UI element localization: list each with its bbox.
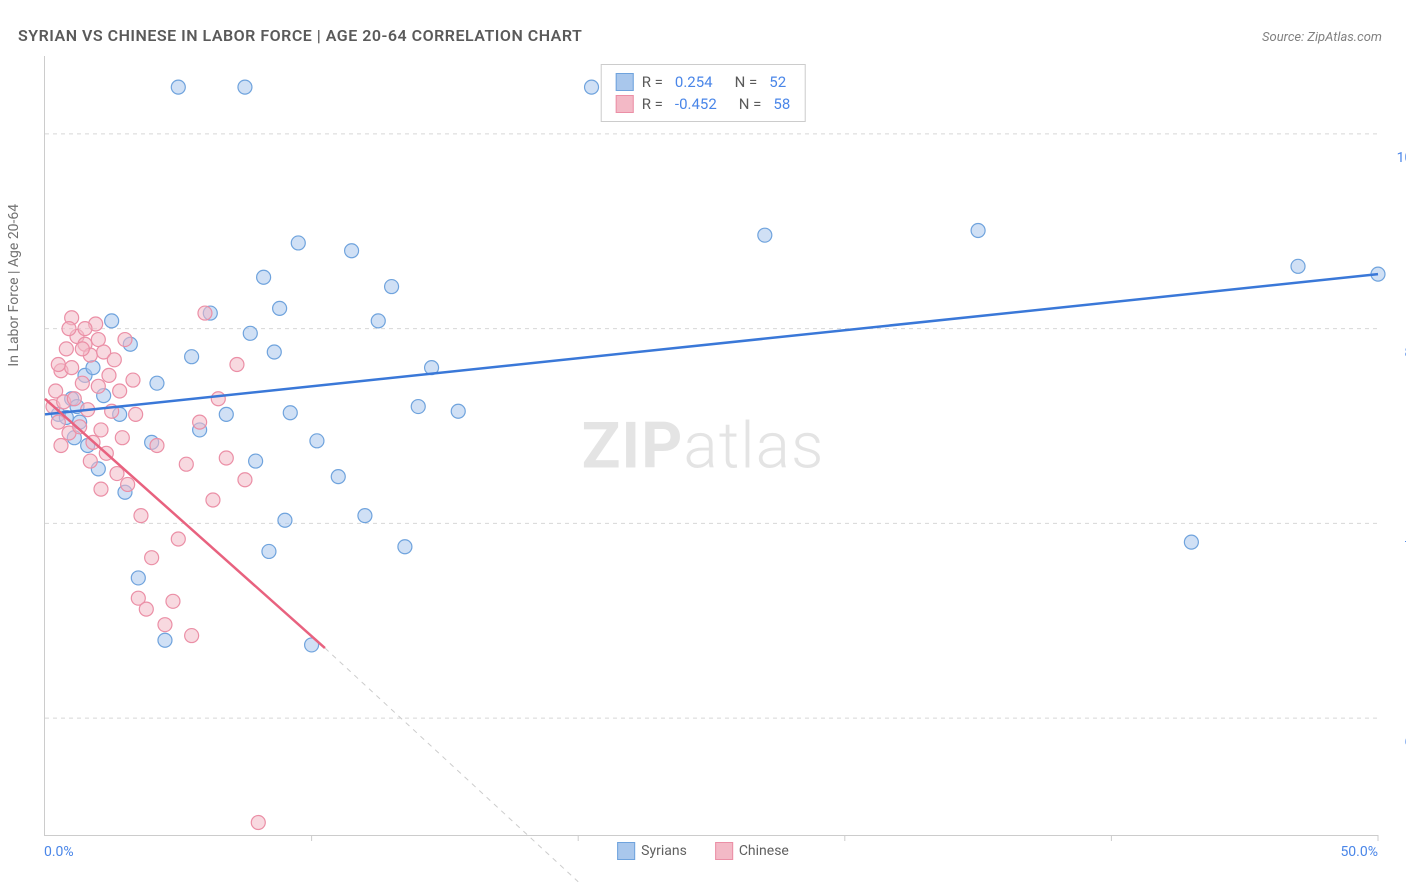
legend-stats-row: R = -0.452 N = 58 xyxy=(616,93,791,115)
source-label: Source: ZipAtlas.com xyxy=(1262,30,1382,45)
legend-item-label: Chinese xyxy=(739,843,789,859)
legend-stats-box: R = 0.254 N = 52 R = -0.452 N = 58 xyxy=(601,64,806,122)
stat-r-label: R = xyxy=(642,95,663,113)
swatch-icon xyxy=(617,842,635,860)
stat-r-value: -0.452 xyxy=(675,95,717,113)
stat-r-label: R = xyxy=(642,73,663,91)
legend-item-label: Syrians xyxy=(641,843,687,859)
stat-r-value: 0.254 xyxy=(675,73,713,91)
y-axis-tick-label: 100.0% xyxy=(1397,150,1406,166)
swatch-icon xyxy=(715,842,733,860)
chart-svg xyxy=(45,56,1378,835)
stat-n-value: 58 xyxy=(773,95,790,113)
stat-n-label: N = xyxy=(739,95,762,113)
x-axis-max-label: 50.0% xyxy=(1340,844,1378,860)
x-axis-min-label: 0.0% xyxy=(44,844,74,860)
legend-item: Chinese xyxy=(715,842,789,860)
y-axis-title: In Labor Force | Age 20-64 xyxy=(6,204,22,367)
stat-n-label: N = xyxy=(735,73,758,91)
swatch-icon xyxy=(616,95,634,113)
legend-item: Syrians xyxy=(617,842,687,860)
legend-stats-row: R = 0.254 N = 52 xyxy=(616,71,791,93)
legend-bottom: Syrians Chinese xyxy=(617,842,789,860)
chart-title: SYRIAN VS CHINESE IN LABOR FORCE | AGE 2… xyxy=(18,26,582,45)
swatch-icon xyxy=(616,73,634,91)
plot-area: 62.5%75.0%87.5%100.0% xyxy=(44,56,1378,836)
stat-n-value: 52 xyxy=(769,73,786,91)
